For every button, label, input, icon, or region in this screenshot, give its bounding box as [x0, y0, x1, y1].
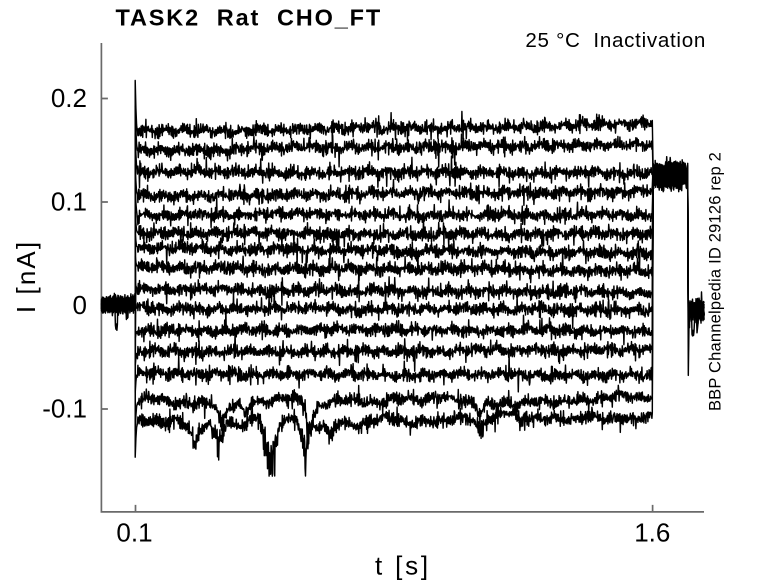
svg-text:0: 0	[73, 290, 87, 320]
svg-text:TASK2 Rat CHO_FT: TASK2 Rat CHO_FT	[116, 4, 383, 30]
svg-text:BBP Channelpedia ID 29126 rep: BBP Channelpedia ID 29126 rep 2	[707, 152, 725, 411]
svg-text:t [s]: t [s]	[375, 551, 431, 581]
svg-text:0.1: 0.1	[51, 186, 87, 216]
svg-text:0.2: 0.2	[51, 83, 87, 113]
svg-text:0.1: 0.1	[116, 518, 152, 548]
svg-text:1.6: 1.6	[634, 518, 670, 548]
svg-text:25 °C Inactivation: 25 °C Inactivation	[525, 29, 706, 52]
svg-text:-0.1: -0.1	[42, 393, 87, 423]
svg-text:I [nA]: I [nA]	[11, 240, 41, 313]
